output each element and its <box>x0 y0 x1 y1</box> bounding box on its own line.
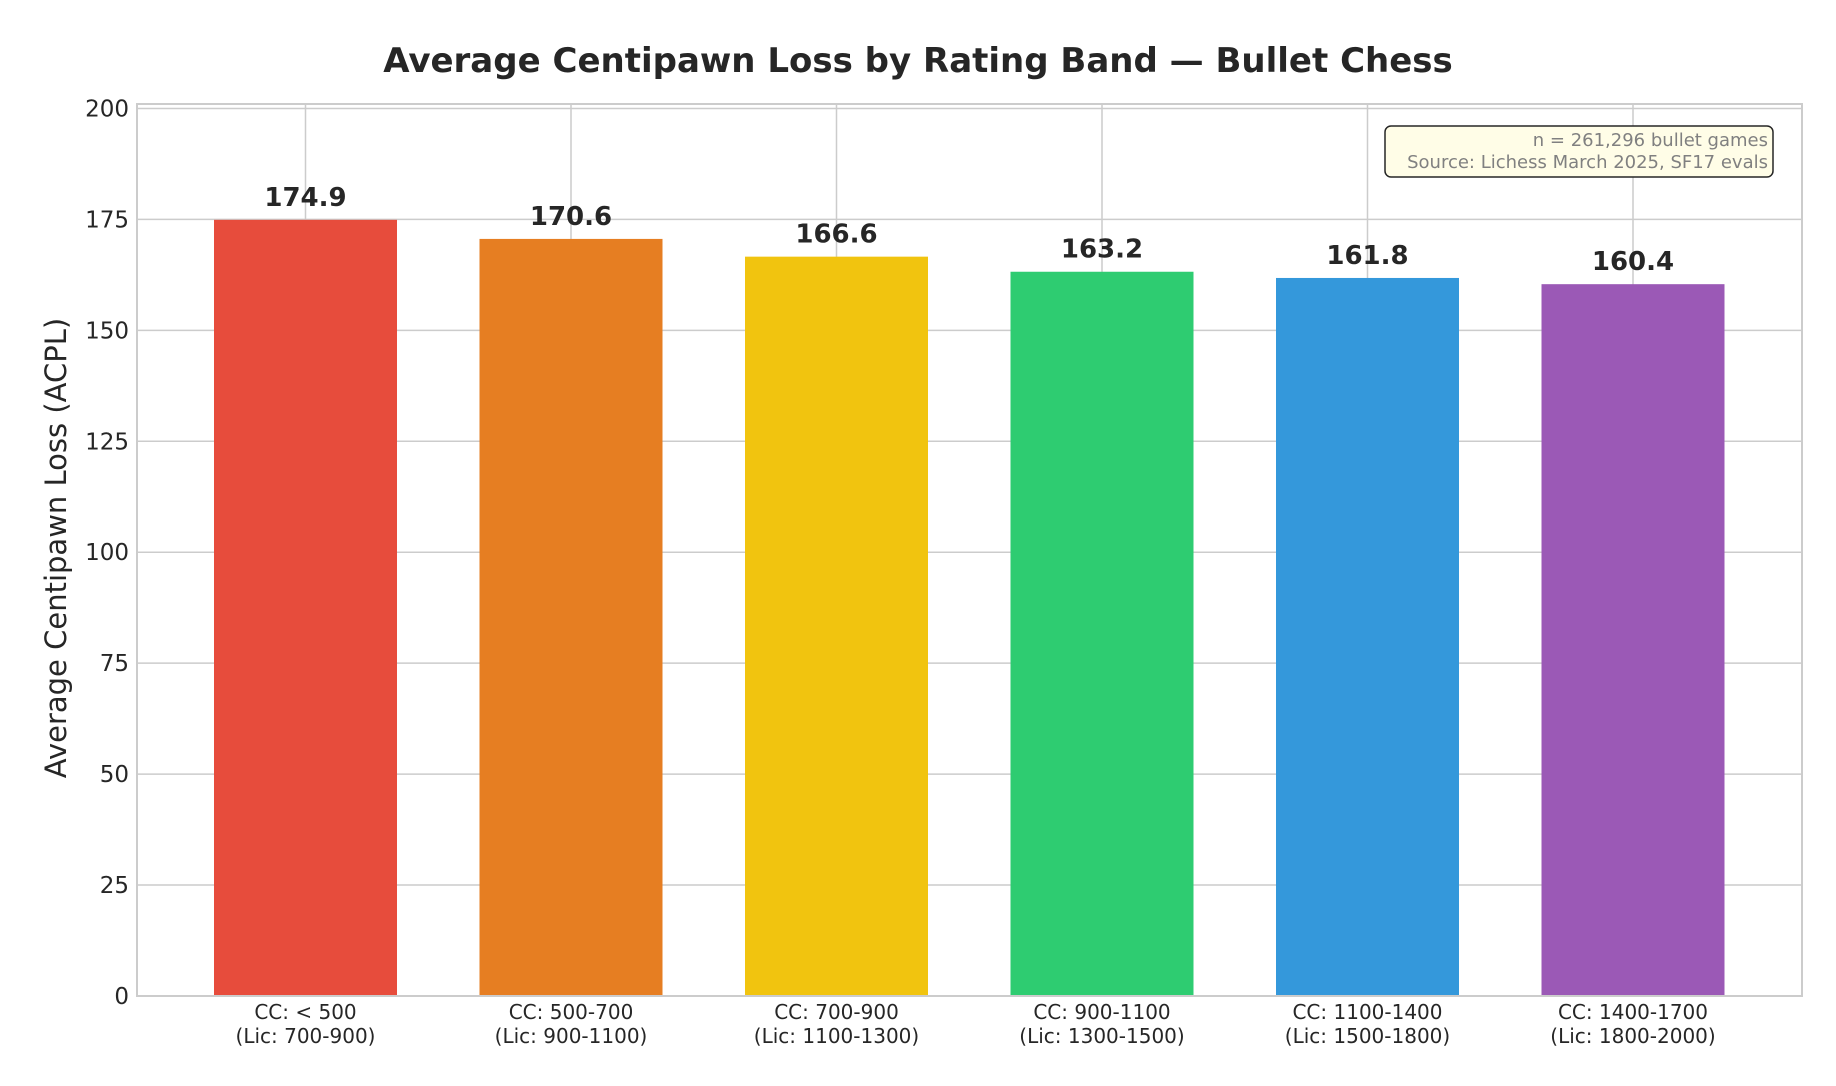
y-gridlines <box>137 107 1802 997</box>
bar-value-label: 161.8 <box>1326 241 1408 271</box>
y-tick-labels: 0 25 50 75 100 125 150 175 200 <box>85 96 129 1010</box>
bars <box>214 219 1725 997</box>
bar-value-label: 166.6 <box>795 220 877 250</box>
plot-frame <box>136 103 1803 997</box>
x-tick-label-line: CC: 700-900 <box>774 1000 899 1024</box>
y-tick-label: 0 <box>114 984 129 1010</box>
y-tick-label: 100 <box>85 540 129 566</box>
y-tick-label: 175 <box>85 207 129 233</box>
y-tick-label: 125 <box>85 429 129 455</box>
bar-value-label: 174.9 <box>264 183 346 213</box>
x-tick-label: CC: 700-900 (Lic: 1100-1300) <box>754 1000 919 1048</box>
y-tick-label: 200 <box>85 96 129 122</box>
bar-value-labels: 174.9 170.6 166.6 163.2 161.8 160.4 <box>264 183 1674 277</box>
bar <box>745 256 928 996</box>
x-tick-label-line: (Lic: 1500-1800) <box>1285 1024 1450 1048</box>
bar <box>1541 284 1725 996</box>
bar <box>1010 271 1194 996</box>
y-tick-label: 75 <box>100 651 129 677</box>
y-tick-label: 50 <box>100 762 129 788</box>
chart-title: Average Centipawn Loss by Rating Band — … <box>383 41 1453 81</box>
annotation-line-1: n = 261,296 bullet games <box>1533 130 1768 151</box>
bar <box>1276 277 1459 997</box>
bar-value-label: 170.6 <box>530 202 612 232</box>
x-tick-label: CC: < 500 (Lic: 700-900) <box>236 1000 376 1048</box>
x-tick-label-line: (Lic: 1100-1300) <box>754 1024 919 1048</box>
y-tick-label: 150 <box>85 318 129 344</box>
x-tick-label-line: CC: 1400-1700 <box>1558 1000 1708 1024</box>
y-tick-label: 25 <box>100 873 129 899</box>
x-tick-label-line: CC: 900-1100 <box>1033 1000 1170 1024</box>
x-tick-label-line: (Lic: 700-900) <box>236 1024 376 1048</box>
x-tick-label-line: (Lic: 900-1100) <box>495 1024 648 1048</box>
x-tick-label-line: (Lic: 1800-2000) <box>1550 1024 1715 1048</box>
x-tick-label: CC: 1400-1700 (Lic: 1800-2000) <box>1550 1000 1715 1048</box>
x-tick-label: CC: 500-700 (Lic: 900-1100) <box>495 1000 648 1048</box>
bar <box>214 219 397 997</box>
annotation-box: n = 261,296 bullet games Source: Lichess… <box>1384 125 1774 178</box>
x-tick-labels: CC: < 500 (Lic: 700-900)CC: 500-700 (Lic: … <box>236 1000 1716 1048</box>
annotation-line-2: Source: Lichess March 2025, SF17 evals <box>1407 152 1768 173</box>
annotation-background <box>1384 125 1774 178</box>
bar-value-label: 163.2 <box>1061 235 1143 265</box>
bar <box>479 238 663 997</box>
x-tick-label-line: CC: 500-700 <box>509 1000 634 1024</box>
x-tick-label: CC: 900-1100 (Lic: 1300-1500) <box>1019 1000 1184 1048</box>
x-tick-label-line: CC: 1100-1400 <box>1292 1000 1442 1024</box>
x-tick-label-line: (Lic: 1300-1500) <box>1019 1024 1184 1048</box>
bar-value-label: 160.4 <box>1592 247 1674 277</box>
y-axis-label: Average Centipawn Loss (ACPL) <box>39 318 73 778</box>
x-tick-label-line: CC: < 500 <box>254 1000 356 1024</box>
x-tick-label: CC: 1100-1400 (Lic: 1500-1800) <box>1285 1000 1450 1048</box>
